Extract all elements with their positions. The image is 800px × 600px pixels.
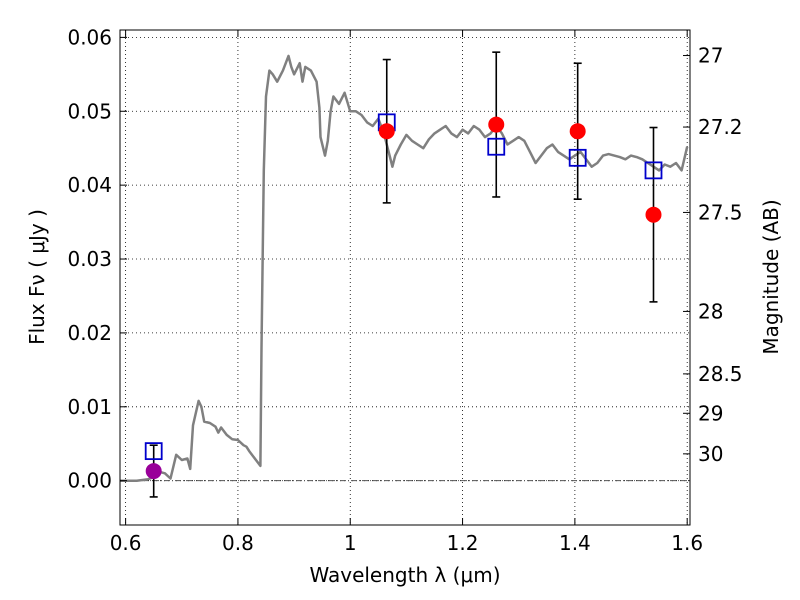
right-tick-label: 30 [698, 442, 723, 466]
observed-point [488, 116, 505, 133]
y-tick-label: 0.04 [67, 173, 112, 197]
right-tick-label: 29 [698, 401, 723, 425]
error-bars [149, 51, 658, 498]
model-sed-series [120, 54, 689, 482]
y-tick-label: 0.01 [67, 395, 112, 419]
model-band-square [144, 442, 163, 461]
x-tick-label: 1.4 [559, 531, 591, 555]
x-tick-label: 0.6 [110, 531, 142, 555]
y-tick-label: 0.05 [67, 99, 112, 123]
model-sed-line [120, 54, 689, 482]
y-tick-label: 0.02 [67, 321, 112, 345]
model-band-square [568, 148, 587, 167]
axis-ticks [120, 30, 690, 525]
x-tick-label: 0.8 [222, 531, 254, 555]
model-band-square [487, 137, 506, 156]
x-tick-label: 1.2 [447, 531, 479, 555]
optical-point [145, 463, 162, 480]
plot-frame [119, 29, 691, 526]
x-tick-label: 1.6 [671, 531, 703, 555]
tick-labels: 0.6 0.8 1 1.2 1.4 1.6 0.00 0.01 0.02 0.03 0.04 0.05… [67, 25, 742, 555]
y-tick-label: 0.06 [67, 25, 112, 49]
right-axis-title: Magnitude (AB) [759, 199, 783, 354]
right-tick-label: 27.2 [698, 115, 743, 139]
y-tick-label: 0.03 [67, 247, 112, 271]
observed-point [645, 206, 662, 223]
grid-lines [120, 30, 690, 525]
right-tick-label: 28 [698, 299, 723, 323]
y-tick-label: 0.00 [67, 469, 112, 493]
x-axis-title: Wavelength λ (μm) [309, 563, 500, 587]
data-points [144, 113, 663, 480]
right-tick-label: 28.5 [698, 362, 743, 386]
x-tick-label: 1 [344, 531, 357, 555]
right-tick-label: 27 [698, 44, 723, 68]
observed-point [569, 123, 586, 140]
right-tick-label: 27.5 [698, 200, 743, 224]
observed-point [378, 123, 395, 140]
model-band-square [644, 161, 663, 180]
y-axis-title: Flux Fν ( μJy ) [25, 209, 49, 345]
